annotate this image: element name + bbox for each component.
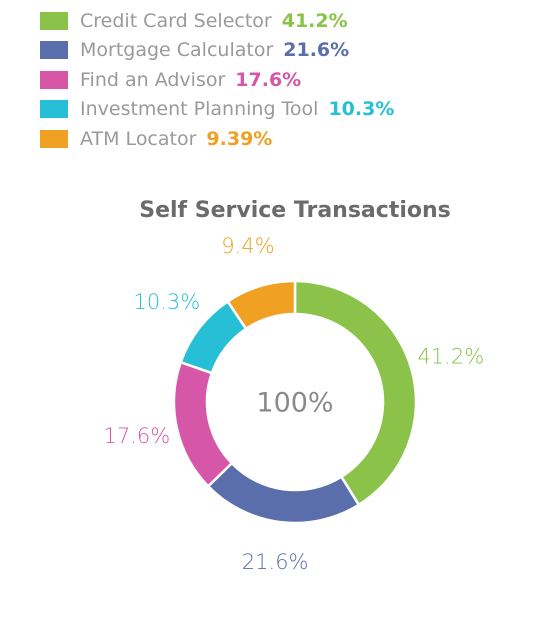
legend-label: Investment Planning Tool (80, 98, 319, 121)
legend-label: Credit Card Selector (80, 9, 272, 32)
slice-credit-card-selector[interactable] (293, 279, 418, 507)
legend: Credit Card Selector 41.2% Mortgage Calc… (40, 6, 394, 154)
legend-item-mortgage-calculator[interactable]: Mortgage Calculator 21.6% (40, 36, 394, 66)
legend-swatch (40, 70, 68, 89)
legend-item-investment-planning-tool[interactable]: Investment Planning Tool 10.3% (40, 95, 394, 125)
slice-find-an-advisor[interactable] (172, 360, 234, 489)
legend-swatch (40, 41, 68, 60)
chart-title: Self Service Transactions (139, 198, 451, 223)
slice-label: 9.4% (221, 234, 274, 258)
legend-value: 17.6% (235, 68, 302, 91)
legend-label: Find an Advisor (80, 68, 226, 91)
legend-value: 21.6% (283, 39, 350, 62)
legend-item-atm-locator[interactable]: ATM Locator 9.39% (40, 124, 394, 154)
slice-mortgage-calculator[interactable] (206, 461, 361, 525)
legend-swatch (40, 100, 68, 119)
legend-item-find-an-advisor[interactable]: Find an Advisor 17.6% (40, 65, 394, 95)
legend-swatch (40, 129, 68, 148)
legend-swatch (40, 11, 68, 30)
slice-label: 17.6% (103, 424, 170, 448)
legend-value: 9.39% (206, 127, 273, 150)
slice-label: 41.2% (417, 345, 484, 369)
legend-label: ATM Locator (80, 127, 197, 150)
slice-label: 21.6% (242, 550, 309, 574)
legend-item-credit-card-selector[interactable]: Credit Card Selector 41.2% (40, 6, 394, 36)
legend-value: 41.2% (281, 9, 348, 32)
legend-label: Mortgage Calculator (80, 39, 274, 62)
slice-atm-locator[interactable] (226, 279, 297, 331)
center-total-label: 100% (256, 388, 333, 419)
legend-value: 10.3% (328, 98, 395, 121)
slice-label: 10.3% (133, 290, 200, 314)
